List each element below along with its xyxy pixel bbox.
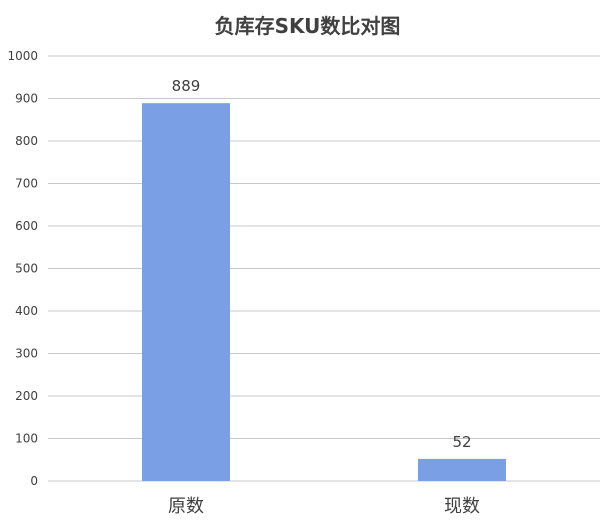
y-tick-label: 400 — [15, 304, 38, 318]
gridlines — [48, 55, 600, 482]
y-tick-label: 0 — [30, 474, 38, 488]
y-tick-label: 500 — [15, 262, 38, 276]
y-tick-label: 800 — [15, 134, 38, 148]
y-tick-label: 100 — [15, 432, 38, 446]
data-labels: 889 52 — [172, 77, 472, 451]
data-label: 52 — [452, 433, 471, 451]
x-tick-label: 现数 — [444, 496, 480, 517]
data-label: 889 — [172, 77, 201, 95]
y-tick-label: 1000 — [7, 49, 38, 63]
y-tick-label: 700 — [15, 177, 38, 191]
y-tick-label: 300 — [15, 347, 38, 361]
x-tick-label: 原数 — [168, 496, 204, 517]
x-axis-ticks: 原数 现数 — [168, 496, 480, 517]
y-tick-label: 900 — [15, 92, 38, 106]
y-axis-ticks: 0 100 200 300 400 500 600 700 800 900 1000 — [7, 49, 38, 488]
bar — [142, 103, 230, 482]
y-tick-label: 600 — [15, 219, 38, 233]
chart-title: 负库存SKU数比对图 — [214, 14, 401, 38]
bars — [142, 103, 506, 482]
bar — [418, 458, 506, 481]
y-tick-label: 200 — [15, 389, 38, 403]
